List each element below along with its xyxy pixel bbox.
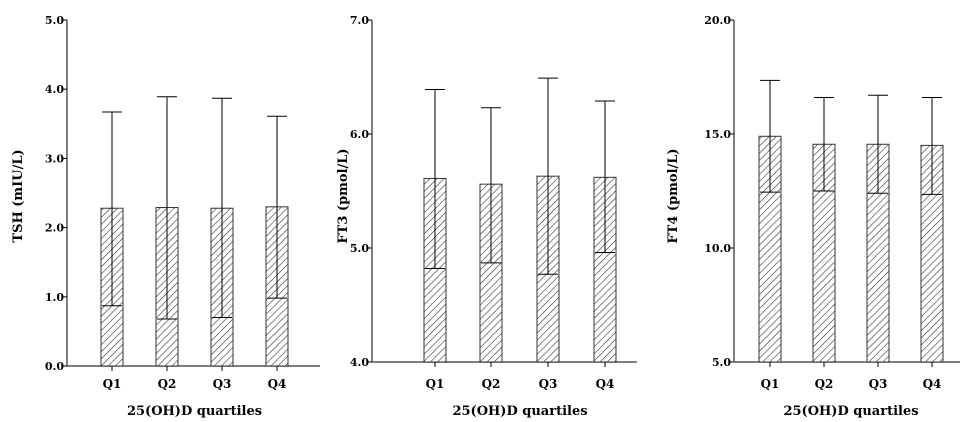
x-tick-label: Q2: [482, 377, 501, 391]
y-tick-label: 2.0: [45, 222, 64, 235]
chart-panel-3: 5.0 10.0 15.0 20.0 Q1 Q2 Q3 Q4 25(OH)D quartiles…: [666, 14, 960, 419]
x-tick-label: Q2: [158, 377, 177, 391]
x-axis-title: 25(OH)D quartiles: [783, 404, 918, 419]
x-tick-label: Q1: [103, 377, 122, 391]
x-axis-title: 25(OH)D quartiles: [127, 404, 262, 419]
y-axis-title: FT3 (pmol/L): [336, 148, 351, 243]
y-tick-label: 7.0: [350, 14, 369, 27]
x-tick-label: Q1: [761, 377, 780, 391]
chart-panel-2: 4.0 5.0 6.0 7.0 Q1 Q2 Q3 Q4 25(OH)D quartiles FT3…: [336, 14, 637, 419]
y-tick-label: 5.0: [712, 356, 731, 369]
y-axis-title: TSH (mIU/L): [11, 149, 26, 242]
x-tick-label: Q2: [815, 377, 834, 391]
y-tick-label: 1.0: [45, 291, 64, 304]
y-tick-label: 20.0: [704, 14, 731, 27]
x-axis-title: 25(OH)D quartiles: [452, 404, 587, 419]
x-tick-label: Q3: [213, 377, 232, 391]
x-tick-label: Q3: [539, 377, 558, 391]
y-tick-label: 4.0: [45, 83, 64, 96]
x-tick-label: Q4: [923, 377, 942, 391]
x-tick-label: Q4: [268, 377, 287, 391]
x-tick-label: Q4: [596, 377, 615, 391]
y-tick-label: 5.0: [45, 14, 64, 27]
chart-panel-1: 0.0 1.0 2.0 3.0 4.0 5.0 Q1 Q2 Q3 Q4 25(OH)D quarti…: [11, 14, 320, 419]
x-tick-label: Q3: [869, 377, 888, 391]
y-tick-label: 5.0: [350, 242, 369, 255]
y-tick-label: 10.0: [704, 242, 731, 255]
y-tick-label: 4.0: [350, 356, 369, 369]
y-tick-label: 0.0: [45, 360, 64, 373]
y-tick-label: 15.0: [704, 128, 731, 141]
y-tick-label: 3.0: [45, 152, 64, 165]
x-tick-label: Q1: [426, 377, 445, 391]
y-tick-label: 6.0: [350, 128, 369, 141]
y-axis-title: FT4 (pmol/L): [666, 148, 681, 243]
